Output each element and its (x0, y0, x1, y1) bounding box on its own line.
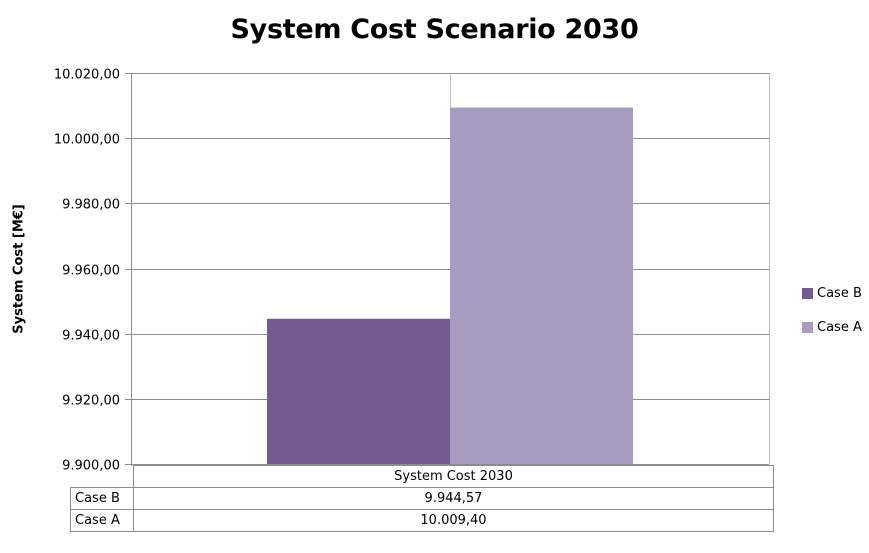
y-tick-label: 10.020,00 (54, 68, 120, 83)
data-table-row-label: Case B (70, 487, 134, 510)
data-table-corner (70, 465, 134, 488)
data-table-header-row: System Cost 2030 (70, 465, 774, 488)
data-table-value: 9.944,57 (133, 487, 774, 510)
y-tick-label: 9.960,00 (62, 264, 120, 279)
legend-item-case-b: Case B (802, 286, 862, 301)
chart-title: System Cost Scenario 2030 (230, 14, 639, 45)
y-tick-label: 9.920,00 (62, 394, 120, 409)
legend-swatch-case-b (802, 288, 813, 299)
data-table-value: 10.009,40 (133, 509, 774, 532)
data-table-category: System Cost 2030 (133, 465, 774, 488)
data-table-row-case-b: Case B 9.944,57 (70, 487, 774, 510)
data-table-row-case-a: Case A 10.009,40 (70, 509, 774, 532)
y-tick-label: 9.980,00 (62, 198, 120, 213)
bar-case-b (267, 318, 450, 464)
bar-case-a (450, 107, 633, 464)
data-table: System Cost 2030 Case B 9.944,57 Case A … (70, 465, 774, 532)
legend-label-case-a: Case A (817, 320, 862, 335)
y-tick-label: 9.940,00 (62, 329, 120, 344)
legend-item-case-a: Case A (802, 320, 862, 335)
legend-label-case-b: Case B (817, 286, 862, 301)
legend-swatch-case-a (802, 322, 813, 333)
data-table-row-label: Case A (70, 509, 134, 532)
y-tick-label: 10.000,00 (54, 133, 120, 148)
